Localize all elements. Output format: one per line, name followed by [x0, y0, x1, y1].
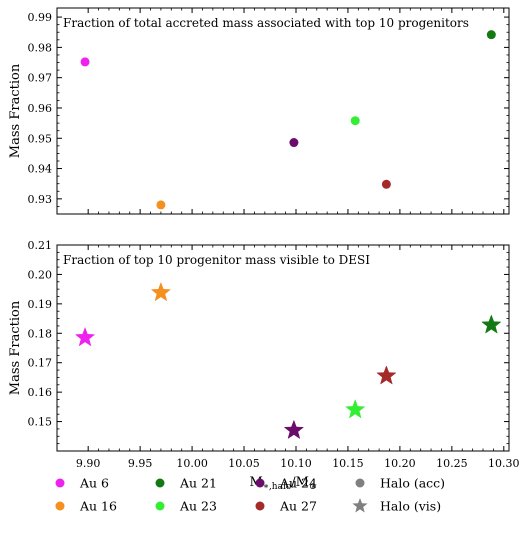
y-tick-label: 0.99 — [28, 11, 53, 24]
panel-title: Fraction of total accreted mass associat… — [63, 16, 469, 30]
plot-frame — [56, 244, 510, 452]
y-tick-label: 0.98 — [28, 41, 53, 54]
panel-title: Fraction of top 10 progenitor mass visib… — [63, 253, 370, 267]
star-marker-au-24 — [283, 419, 305, 440]
star-marker-au-27 — [376, 365, 397, 385]
star-marker-au-21 — [481, 314, 502, 334]
top-panel: 0.93 0.94 0.95 0.96 0.97 0.98 0.99 Fraction of … — [8, 7, 510, 215]
star-marker-au-16 — [150, 281, 172, 302]
y-tick-label: 0.20 — [28, 268, 53, 281]
bottom-panel: 0.15 0.16 0.17 0.18 0.19 0.20 0.21 9.90 9.95 10.0… — [8, 239, 520, 492]
y-tick-label: 0.15 — [28, 416, 53, 429]
y-tick-label: 0.21 — [28, 239, 53, 252]
legend-label-au-6: Au 6 — [79, 476, 109, 491]
y-tick-label: 0.94 — [28, 163, 53, 176]
y-tick-label: 0.19 — [28, 298, 53, 311]
y-tick-label: 0.16 — [28, 386, 53, 399]
legend-marker-au-27 — [255, 501, 265, 511]
x-tick-label: 10.30 — [488, 457, 520, 470]
y-tick-label: 0.18 — [28, 327, 53, 340]
point-marker-au-21 — [486, 30, 496, 40]
legend-marker-au-16 — [55, 501, 65, 511]
point-marker-au-23 — [350, 116, 360, 126]
legend-marker-halo-vis — [352, 498, 368, 513]
point-marker-au-6 — [80, 57, 90, 67]
point-marker-au-16 — [156, 200, 166, 210]
y-tick-label: 0.97 — [28, 72, 53, 85]
star-marker-au-23 — [345, 399, 366, 419]
legend-label-au-21: Au 21 — [179, 476, 217, 491]
y-tick-label: 0.95 — [28, 132, 53, 145]
x-tick-label: 10.00 — [176, 457, 208, 470]
y-axis-label: Mass Fraction — [8, 63, 23, 158]
point-marker-au-24 — [289, 138, 299, 148]
y-axis-label: Mass Fraction — [8, 300, 23, 395]
legend-label-halo-vis: Halo (vis) — [380, 499, 441, 514]
legend-marker-halo-acc — [355, 478, 365, 488]
legend-marker-au-23 — [155, 501, 165, 511]
y-tick-label: 0.93 — [28, 193, 53, 206]
legend-label-au-24: Au 24 — [279, 476, 317, 491]
legend-label-au-23: Au 23 — [179, 499, 217, 514]
point-marker-au-27 — [381, 179, 391, 189]
legend-marker-au-24 — [255, 478, 265, 488]
legend: Au 6 Au 16 Au 21 Au 23 Au 24 Au 27 Halo (acc) H… — [55, 476, 445, 514]
x-tick-label: 10.25 — [436, 457, 468, 470]
x-tick-label: 10.05 — [228, 457, 260, 470]
legend-marker-au-21 — [155, 478, 165, 488]
star-marker-au-6 — [74, 326, 96, 347]
x-tick-label: 9.95 — [128, 457, 153, 470]
legend-marker-au-6 — [55, 478, 65, 488]
x-tick-label: 9.90 — [76, 457, 101, 470]
legend-label-halo-acc: Halo (acc) — [380, 476, 445, 491]
legend-label-au-16: Au 16 — [79, 499, 117, 514]
x-tick-label: 10.10 — [280, 457, 312, 470]
y-tick-label: 0.96 — [28, 102, 53, 115]
plot-frame — [56, 7, 510, 215]
x-tick-label: 10.15 — [332, 457, 364, 470]
x-tick-label: 10.20 — [384, 457, 416, 470]
y-tick-label: 0.17 — [28, 357, 53, 370]
legend-label-au-27: Au 27 — [279, 499, 317, 514]
